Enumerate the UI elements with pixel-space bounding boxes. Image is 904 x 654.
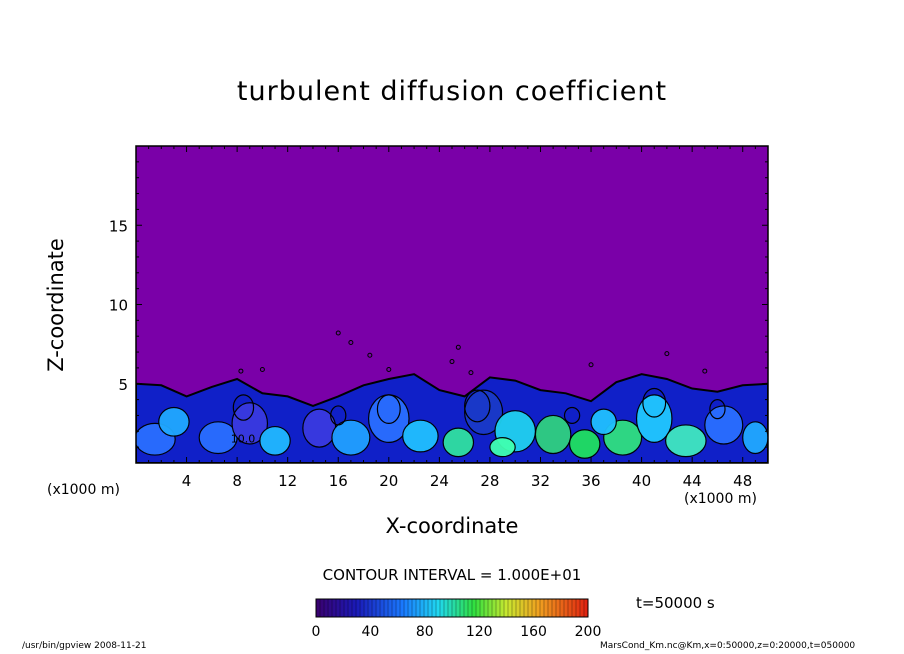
contour-ring [464, 389, 491, 423]
time-label: t=50000 s [636, 594, 715, 612]
x-tick-label: 48 [733, 472, 752, 490]
eddy-blob [442, 427, 475, 458]
contour-dot [588, 362, 594, 368]
x-tick-label: 36 [581, 472, 600, 490]
contour-dot [455, 344, 461, 350]
eddy-blob [704, 405, 744, 445]
contour-dot [702, 368, 708, 374]
x-tick-label: 8 [232, 472, 242, 490]
eddy-blob [489, 437, 516, 458]
contour-ring [376, 394, 401, 424]
x-tick-label: 28 [480, 472, 499, 490]
contour-ring [563, 406, 581, 424]
eddy-blob [635, 394, 673, 443]
contour-dot [386, 366, 392, 372]
colorbar-stripes [315, 599, 589, 617]
eddy-blob [665, 424, 707, 458]
boundary-layer-field: 10.0 [136, 330, 768, 463]
x-tick-label: 24 [430, 472, 449, 490]
eddy-blob [402, 419, 439, 453]
colorbar-tick-label: 160 [520, 624, 547, 640]
contour-ring [642, 387, 667, 418]
contour-ring [232, 394, 255, 421]
contour-interval-text: CONTOUR INTERVAL = 1.000E+01 [322, 566, 582, 584]
footer-left: /usr/bin/gpview 2008-11-21 [22, 641, 147, 651]
contour-dot [238, 368, 244, 374]
x-axis-label: X-coordinate [385, 514, 519, 538]
y-tick-label: 10 [109, 297, 128, 315]
x-tick-label: 4 [182, 472, 192, 490]
x-tick-label: 20 [379, 472, 398, 490]
eddy-blob [231, 402, 269, 445]
y-tick-label: 5 [118, 376, 128, 394]
y-axis: 5 10 15 [109, 161, 768, 448]
eddy-blob [534, 414, 572, 455]
contour-dot [468, 370, 474, 376]
contour-dot [449, 359, 455, 365]
colorbar-tick-label: 200 [575, 624, 602, 640]
eddy-blob [568, 429, 601, 459]
eddy-blob [742, 421, 768, 455]
contour-dot [664, 351, 670, 357]
x-tick-label: 44 [683, 472, 702, 490]
contour-dot [259, 366, 265, 372]
colorbar-tick-label: 0 [312, 624, 321, 640]
colorbar-tick-label: 40 [361, 624, 379, 640]
x-tick-label: 12 [278, 472, 297, 490]
contour-dot [335, 330, 341, 336]
y-axis-label: Z-coordinate [44, 238, 68, 372]
x-axis: 4 8 12 16 20 24 28 32 36 40 44 48 [148, 146, 756, 490]
contour-dot [348, 340, 354, 346]
footer-right: MarsCond_Km.nc@Km,x=0:50000,z=0:20000,t=… [600, 641, 856, 651]
eddy-blob [259, 425, 291, 456]
x-axis-unit: (x1000 m) [684, 491, 757, 507]
contour-value-label: 10.0 [231, 432, 256, 445]
y-tick-label: 15 [109, 217, 128, 235]
y-axis-unit: (x1000 m) [47, 482, 120, 498]
eddy-blob [158, 406, 190, 437]
contour-ring [330, 405, 347, 426]
colorbar-tick-label: 120 [466, 624, 493, 640]
x-tick-label: 32 [531, 472, 550, 490]
contour-ring [709, 398, 726, 420]
eddy-blob [590, 408, 617, 436]
eddy-blob [464, 389, 504, 436]
eddy-blob [331, 419, 371, 456]
x-tick-label: 16 [329, 472, 348, 490]
x-tick-label: 40 [632, 472, 651, 490]
colorbar-tick-label: 80 [416, 624, 434, 640]
colorbar-ticks: 0 40 80 120 160 200 [312, 624, 602, 640]
chart-title: turbulent diffusion coefficient [236, 76, 668, 107]
contour-dot [367, 352, 373, 358]
